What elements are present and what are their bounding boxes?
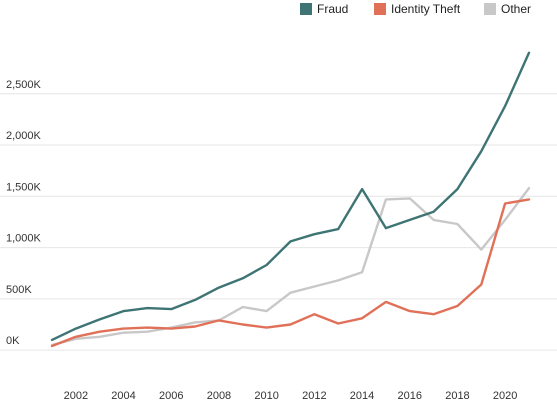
y-tick-label: 500K	[6, 284, 32, 296]
legend-swatch-fraud	[300, 3, 312, 15]
x-tick-label: 2008	[207, 390, 231, 402]
grid-lines	[0, 93, 557, 351]
y-axis-ticks: 0K 500K 1,000K 1,500K 2,000K 2,500K	[6, 79, 42, 347]
series-line-other	[50, 186, 531, 347]
x-tick-label: 2020	[493, 390, 517, 402]
x-tick-label: 2004	[111, 390, 135, 402]
x-tick-label: 2016	[398, 390, 422, 402]
x-tick-label: 2002	[64, 390, 88, 402]
series-line-identity-theft	[50, 198, 531, 348]
x-tick-label: 2014	[350, 390, 374, 402]
x-tick-label: 2012	[302, 390, 326, 402]
x-tick-label: 2018	[445, 390, 469, 402]
y-tick-label: 1,500K	[6, 181, 42, 193]
series-lines	[50, 51, 531, 348]
y-tick-label: 1,000K	[6, 233, 42, 245]
x-axis-ticks: 2002 2004 2006 2008 2010 2012 2014 2016 2018 2020	[64, 390, 518, 402]
legend: Fraud Identity Theft Other	[300, 2, 531, 16]
x-tick-label: 2010	[254, 390, 278, 402]
legend-label-identity-theft: Identity Theft	[391, 2, 461, 16]
legend-label-other: Other	[501, 2, 531, 16]
series-line-fraud	[50, 51, 531, 342]
x-tick-label: 2006	[159, 390, 183, 402]
y-tick-label: 2,000K	[6, 130, 42, 142]
legend-label-fraud: Fraud	[317, 2, 348, 16]
y-tick-label: 2,500K	[6, 79, 42, 91]
legend-swatch-other	[484, 3, 496, 15]
y-tick-label: 0K	[6, 335, 20, 347]
legend-swatch-identity-theft	[374, 3, 386, 15]
